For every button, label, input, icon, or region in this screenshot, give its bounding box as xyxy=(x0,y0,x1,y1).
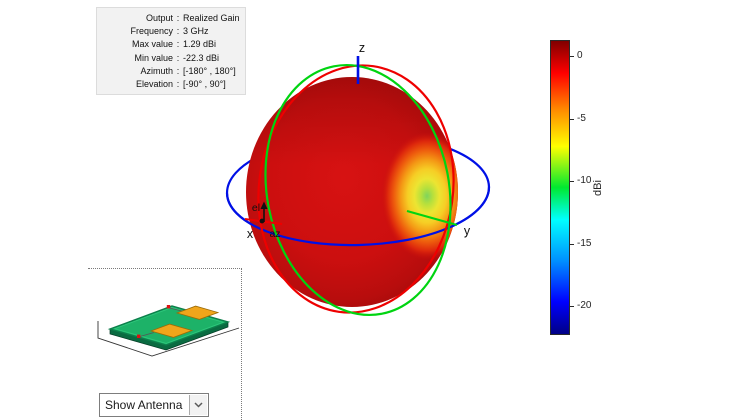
info-label: Min value xyxy=(134,52,173,63)
info-value: -22.3 dBi xyxy=(183,52,220,63)
info-label: Max value xyxy=(131,39,173,50)
y-axis-line xyxy=(406,209,458,227)
info-separator: : xyxy=(176,52,180,63)
patch-2 xyxy=(149,323,194,338)
elevation-circle-green xyxy=(264,64,452,316)
el-arrowhead xyxy=(260,201,268,209)
z-axis-label: z xyxy=(359,41,365,55)
feed-trace xyxy=(139,332,155,337)
results-info-panel: Output: Realized Gain Frequency:3 GHz Max… xyxy=(96,7,246,95)
gain-notch xyxy=(381,132,458,260)
info-separator: : xyxy=(176,65,180,76)
info-value: Realized Gain xyxy=(183,13,240,23)
info-row-output: Output: Realized Gain xyxy=(97,12,245,25)
info-row-frequency: Frequency:3 GHz xyxy=(97,25,245,38)
feed-point xyxy=(137,334,141,338)
colorbar-tick xyxy=(570,119,574,120)
patch-1 xyxy=(175,305,220,320)
elevation-circle-red xyxy=(257,64,455,314)
info-label: Elevation xyxy=(135,79,173,90)
info-value: [-90° , 90°] xyxy=(183,79,226,90)
colorbar-tick xyxy=(570,181,574,182)
preview-axis-frame xyxy=(97,321,240,357)
show-antenna-dropdown[interactable]: Show Antenna xyxy=(99,393,209,417)
feed-point xyxy=(166,305,171,309)
colorbar xyxy=(550,40,570,335)
colorbar-tick-label: -10 xyxy=(577,175,592,186)
info-row-elevation: Elevation: [-90° , 90°] xyxy=(97,78,245,91)
info-separator: : xyxy=(176,26,180,37)
info-row-min-value: Min value: -22.3 dBi xyxy=(97,52,245,65)
info-row-azimuth: Azimuth: [-180° , 180°] xyxy=(97,65,245,78)
colorbar-tick-label: -15 xyxy=(577,238,592,249)
info-separator: : xyxy=(176,79,180,90)
chevron-down-icon[interactable] xyxy=(189,395,207,415)
board-inner-rim xyxy=(113,307,225,344)
el-axis-label: el xyxy=(252,202,260,214)
info-separator: : xyxy=(176,39,180,50)
azimuth-circle-front-arc xyxy=(225,186,491,247)
az-axis-label: az xyxy=(269,228,280,240)
colorbar-tick xyxy=(570,244,574,245)
info-separator: : xyxy=(176,13,180,23)
colorbar-tick xyxy=(570,306,574,307)
info-row-max-value: Max value:1.29 dBi xyxy=(97,38,245,51)
colorbar-tick xyxy=(570,56,574,57)
info-value: [-180° , 180°] xyxy=(183,65,236,76)
info-value: 3 GHz xyxy=(183,26,209,37)
dropdown-selected-value: Show Antenna xyxy=(105,398,183,412)
x-axis-label: x xyxy=(247,227,254,241)
antenna-preview-panel xyxy=(88,268,242,420)
colorbar-tick-label: 0 xyxy=(577,50,583,61)
colorbar-tick-label: -20 xyxy=(577,300,592,311)
antenna-thumbnail xyxy=(97,305,240,357)
colorbar-unit-label: dBi xyxy=(592,180,604,196)
info-label: Frequency xyxy=(130,26,173,37)
info-label: Output xyxy=(145,13,173,23)
y-axis-label: y xyxy=(464,224,471,238)
info-label: Azimuth xyxy=(140,65,173,76)
origin-marker xyxy=(259,218,265,224)
info-value: 1.29 dBi xyxy=(183,39,217,50)
colorbar-tick-label: -5 xyxy=(577,113,586,124)
